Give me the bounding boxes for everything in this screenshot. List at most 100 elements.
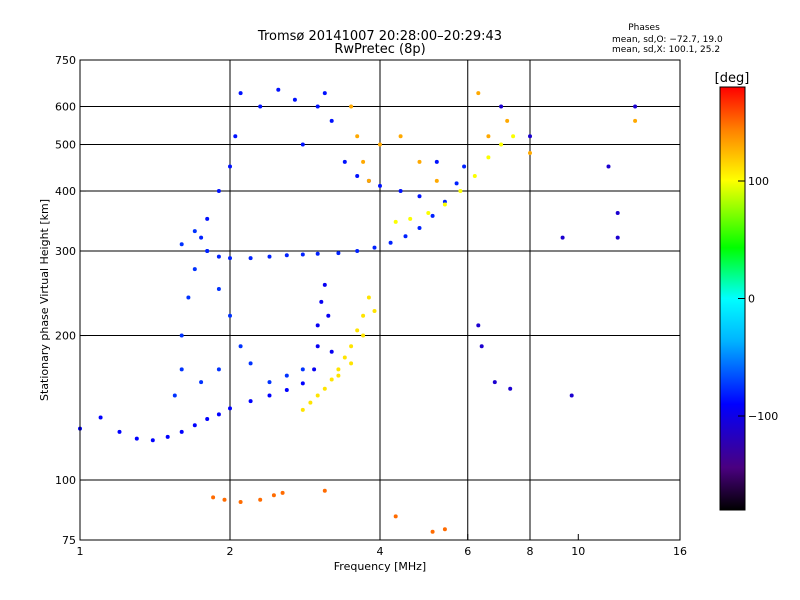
- data-point: [216, 254, 221, 259]
- data-point: [476, 323, 481, 328]
- x-axis-label: Frequency [MHz]: [334, 560, 426, 573]
- data-point: [366, 178, 371, 183]
- data-point: [372, 245, 377, 250]
- data-point: [238, 344, 243, 349]
- data-point: [442, 527, 447, 532]
- data-point: [315, 104, 320, 109]
- data-point: [388, 240, 393, 245]
- data-point: [472, 174, 477, 178]
- data-point: [528, 134, 532, 139]
- data-point: [216, 287, 221, 291]
- colorbar-ticks: 100 0 −100: [738, 175, 778, 423]
- data-point: [300, 367, 305, 372]
- data-point: [150, 438, 155, 443]
- data-point: [238, 91, 243, 96]
- data-point: [228, 164, 232, 169]
- data-point: [442, 202, 447, 207]
- colorbar-tick-label: 0: [748, 293, 755, 306]
- data-point: [361, 313, 366, 318]
- y-tick-label: 600: [55, 101, 76, 114]
- data-point: [378, 183, 382, 188]
- y-tick-label: 75: [62, 534, 76, 547]
- data-point: [179, 333, 184, 338]
- y-tick-label: 500: [55, 139, 76, 152]
- y-tick-label: 300: [55, 245, 76, 258]
- y-tick-label: 100: [55, 474, 76, 487]
- data-points: [78, 87, 638, 534]
- x-axis-ticks: 1 2 4 6 8 10 16: [77, 534, 687, 558]
- data-point: [300, 252, 305, 257]
- data-point: [322, 91, 327, 96]
- data-point: [205, 216, 210, 221]
- x-tick-label: 8: [527, 545, 534, 558]
- data-point: [300, 381, 305, 386]
- data-point: [430, 213, 435, 218]
- data-point: [315, 344, 320, 349]
- data-point: [222, 497, 227, 502]
- data-point: [528, 151, 532, 155]
- data-point: [315, 393, 320, 398]
- data-point: [233, 134, 238, 139]
- data-point: [342, 159, 347, 164]
- data-point: [228, 406, 232, 411]
- data-point: [322, 488, 327, 493]
- data-point: [322, 386, 327, 391]
- data-point: [267, 254, 272, 259]
- data-point: [216, 189, 221, 193]
- data-point: [499, 104, 504, 109]
- data-point: [308, 400, 313, 405]
- data-point: [442, 199, 447, 204]
- data-point: [186, 295, 191, 300]
- data-point: [398, 134, 403, 139]
- data-point: [228, 313, 232, 318]
- data-point: [329, 349, 334, 354]
- data-point: [199, 380, 204, 385]
- data-point: [505, 118, 510, 123]
- x-tick-label: 16: [673, 545, 687, 558]
- data-point: [393, 514, 398, 519]
- data-point: [508, 386, 513, 391]
- data-point: [355, 328, 360, 333]
- colorbar-tick-label: 100: [748, 175, 769, 188]
- data-point: [315, 323, 320, 328]
- data-point: [284, 388, 289, 392]
- data-point: [326, 313, 331, 318]
- data-point: [511, 134, 516, 139]
- data-point: [267, 393, 272, 398]
- stats-heading: Phases: [628, 23, 660, 33]
- data-point: [280, 490, 285, 495]
- data-point: [228, 256, 232, 261]
- data-point: [398, 189, 403, 193]
- data-point: [606, 164, 611, 169]
- stats-line-o: mean, sd,O: −72.7, 19.0: [612, 35, 723, 45]
- data-point: [458, 189, 463, 193]
- chart-subtitle: RwPretec (8p): [334, 42, 425, 57]
- data-point: [615, 235, 620, 240]
- data-point: [134, 436, 139, 441]
- data-point: [284, 373, 289, 378]
- data-point: [284, 253, 289, 258]
- data-point: [258, 104, 263, 109]
- data-point: [248, 399, 253, 404]
- data-point: [499, 142, 504, 147]
- data-point: [361, 333, 366, 338]
- data-point: [560, 235, 565, 240]
- data-point: [426, 211, 431, 215]
- data-point: [172, 393, 177, 398]
- data-point: [336, 367, 341, 372]
- data-point: [336, 373, 341, 378]
- y-tick-label: 200: [55, 330, 76, 343]
- data-point: [300, 407, 305, 412]
- data-point: [569, 393, 574, 398]
- data-point: [98, 415, 103, 420]
- y-axis-ticks: 75 100 200 300 400 500 600 750: [55, 54, 86, 547]
- data-point: [434, 159, 439, 164]
- data-point: [366, 295, 371, 300]
- data-point: [216, 367, 221, 372]
- grid-lines: [80, 60, 680, 540]
- x-tick-label: 6: [464, 545, 471, 558]
- data-point: [486, 155, 491, 160]
- data-point: [329, 377, 334, 382]
- data-point: [192, 423, 197, 428]
- colorbar-label: [deg]: [715, 71, 750, 86]
